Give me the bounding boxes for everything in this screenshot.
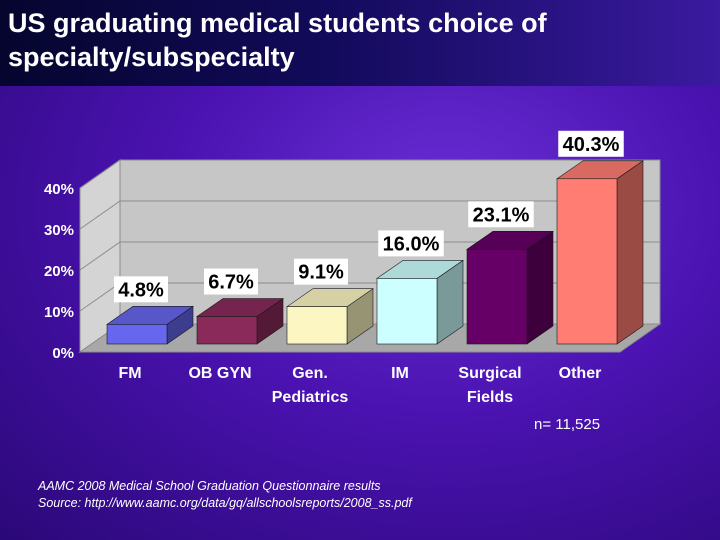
data-label: 4.8% [118, 279, 164, 301]
y-tick-label: 0% [52, 345, 74, 362]
y-tick-label: 40% [44, 181, 74, 198]
gridline [79, 159, 660, 189]
data-label-box [294, 258, 348, 285]
y-tick-label: 10% [44, 304, 74, 321]
gridline [79, 200, 660, 230]
bar-4 [376, 278, 438, 345]
x-tick-label: IM [391, 365, 409, 382]
y-tick-label: 20% [44, 263, 74, 280]
bar-1 [106, 324, 168, 345]
title-band [0, 0, 720, 86]
x-tick-label: FM [118, 365, 141, 382]
bar-side [526, 230, 554, 345]
slide-title: US graduating medical students choice of… [8, 8, 547, 72]
bar-5 [466, 248, 528, 345]
source-line-2: Source: http://www.aamc.org/data/gq/alls… [38, 496, 412, 510]
bar-2 [196, 316, 258, 345]
data-label-box [378, 230, 444, 257]
data-label: 40.3% [563, 134, 620, 156]
data-label-box [204, 268, 258, 295]
data-label: 9.1% [298, 262, 344, 284]
data-label-box [114, 276, 168, 303]
sample-size-note: n= 11,525 [534, 416, 601, 433]
source-citation: AAMC 2008 Medical School Graduation Ques… [38, 478, 412, 512]
data-label: 16.0% [383, 233, 440, 255]
bar-3 [286, 306, 348, 345]
source-line-1: AAMC 2008 Medical School Graduation Ques… [38, 479, 381, 493]
data-label: 6.7% [208, 272, 254, 294]
x-tick-label: OB GYN [188, 365, 251, 382]
data-label-box [558, 130, 624, 157]
bar-6 [556, 178, 618, 345]
x-tick-label: Surgical Fields [458, 365, 521, 406]
x-tick-label: Other [559, 365, 602, 382]
x-tick-label: Gen. Pediatrics [272, 365, 349, 406]
data-label-box [468, 201, 534, 228]
bar-side [616, 160, 644, 345]
data-label: 23.1% [473, 204, 530, 226]
y-tick-label: 30% [44, 222, 74, 239]
